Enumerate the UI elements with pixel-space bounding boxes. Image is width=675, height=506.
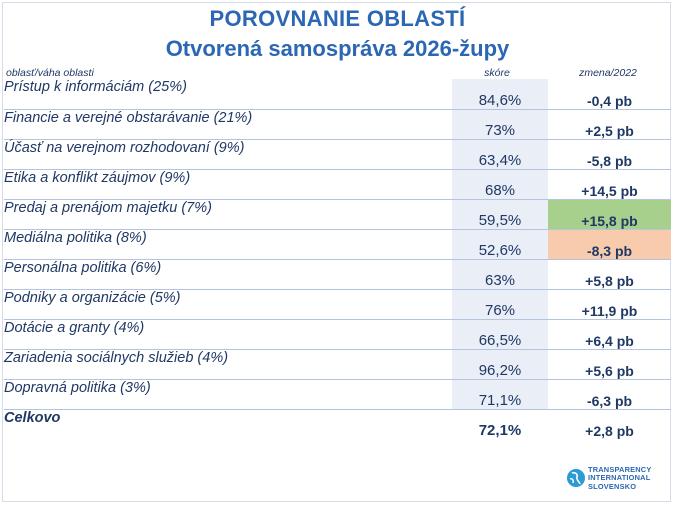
score-cell: 66,5% [452, 319, 548, 350]
table-row: Etika a konflikt záujmov (9%) 68% +14,5 pb [4, 169, 671, 200]
score-cell: 71,1% [452, 379, 548, 410]
change-cell: -8,3 pb [548, 229, 671, 260]
globe-icon [567, 469, 585, 487]
score-cell: 63% [452, 259, 548, 290]
logo-line2: INTERNATIONAL [588, 473, 651, 483]
area-cell: Personálna politika (6%) [4, 259, 452, 290]
logo-line1: TRANSPARENCY [588, 465, 652, 474]
change-cell: +5,6 pb [548, 349, 671, 380]
score-cell: 76% [452, 289, 548, 320]
change-cell: +5,8 pb [548, 259, 671, 290]
area-cell: Etika a konflikt záujmov (9%) [4, 169, 452, 200]
area-cell: Prístup k informáciám (25%) [4, 79, 452, 110]
table-row: Personálna politika (6%) 63% +5,8 pb [4, 259, 671, 290]
comparison-table: Prístup k informáciám (25%) 84,6% -0,4 pb F… [4, 79, 671, 439]
score-cell: 72,1% [452, 409, 548, 439]
change-cell: +6,4 pb [548, 319, 671, 350]
table-row: Zariadenia sociálnych služieb (4%) 96,2% +… [4, 349, 671, 380]
change-cell: +15,8 pb [548, 199, 671, 230]
score-cell: 59,5% [452, 199, 548, 230]
change-cell: -6,3 pb [548, 379, 671, 410]
area-cell: Celkovo [4, 409, 61, 426]
score-cell: 63,4% [452, 139, 548, 170]
logo-text: TRANSPARENCY INTERNATIONAL SLOVENSKO [588, 465, 652, 491]
score-cell: 52,6% [452, 229, 548, 260]
table-row: Financie a verejné obstarávanie (21%) 73%… [4, 109, 671, 140]
transparency-logo: TRANSPARENCY INTERNATIONAL SLOVENSKO [566, 465, 666, 494]
table-row: Predaj a prenájom majetku (7%) 59,5% +15,8… [4, 199, 671, 230]
area-cell: Zariadenia sociálnych služieb (4%) [4, 349, 452, 380]
area-cell: Financie a verejné obstarávanie (21%) [4, 109, 452, 140]
table-row: Podniky a organizácie (5%) 76% +11,9 pb [4, 289, 671, 320]
column-header-area: oblasť/váha oblasti [6, 67, 94, 79]
table-row: Dopravná politika (3%) 71,1% -6,3 pb [4, 379, 671, 410]
change-cell: +2,5 pb [548, 109, 671, 140]
area-cell: Dotácie a granty (4%) [4, 319, 452, 350]
score-cell: 96,2% [452, 349, 548, 380]
score-cell: 84,6% [452, 79, 548, 110]
table-row: Dotácie a granty (4%) 66,5% +6,4 pb [4, 319, 671, 350]
change-cell: +2,8 pb [585, 423, 634, 439]
page-subtitle: Otvorená samospráva 2026-župy [165, 36, 510, 61]
table-row: Prístup k informáciám (25%) 84,6% -0,4 pb [4, 79, 671, 110]
area-cell: Účasť na verejnom rozhodovaní (9%) [4, 139, 452, 170]
change-cell: +11,9 pb [548, 289, 671, 320]
area-cell: Predaj a prenájom majetku (7%) [4, 199, 452, 230]
change-cell: +14,5 pb [548, 169, 671, 200]
column-header-change: zmena/2022 [579, 67, 637, 79]
change-cell: -0,4 pb [548, 79, 671, 110]
table-row: Mediálna politika (8%) 52,6% -8,3 pb [4, 229, 671, 260]
page-title: POROVNANIE OBLASTÍ [209, 6, 466, 31]
column-header-score: skóre [484, 67, 510, 79]
table-row: Účasť na verejnom rozhodovaní (9%) 63,4% -… [4, 139, 671, 170]
score-cell: 73% [452, 109, 548, 140]
area-cell: Podniky a organizácie (5%) [4, 289, 452, 320]
score-cell: 68% [452, 169, 548, 200]
total-row: Celkovo 72,1% +2,8 pb [4, 409, 671, 439]
logo-line3: SLOVENSKO [588, 481, 637, 491]
area-cell: Mediálna politika (8%) [4, 229, 452, 260]
change-cell: -5,8 pb [548, 139, 671, 170]
area-cell: Dopravná politika (3%) [4, 379, 452, 410]
